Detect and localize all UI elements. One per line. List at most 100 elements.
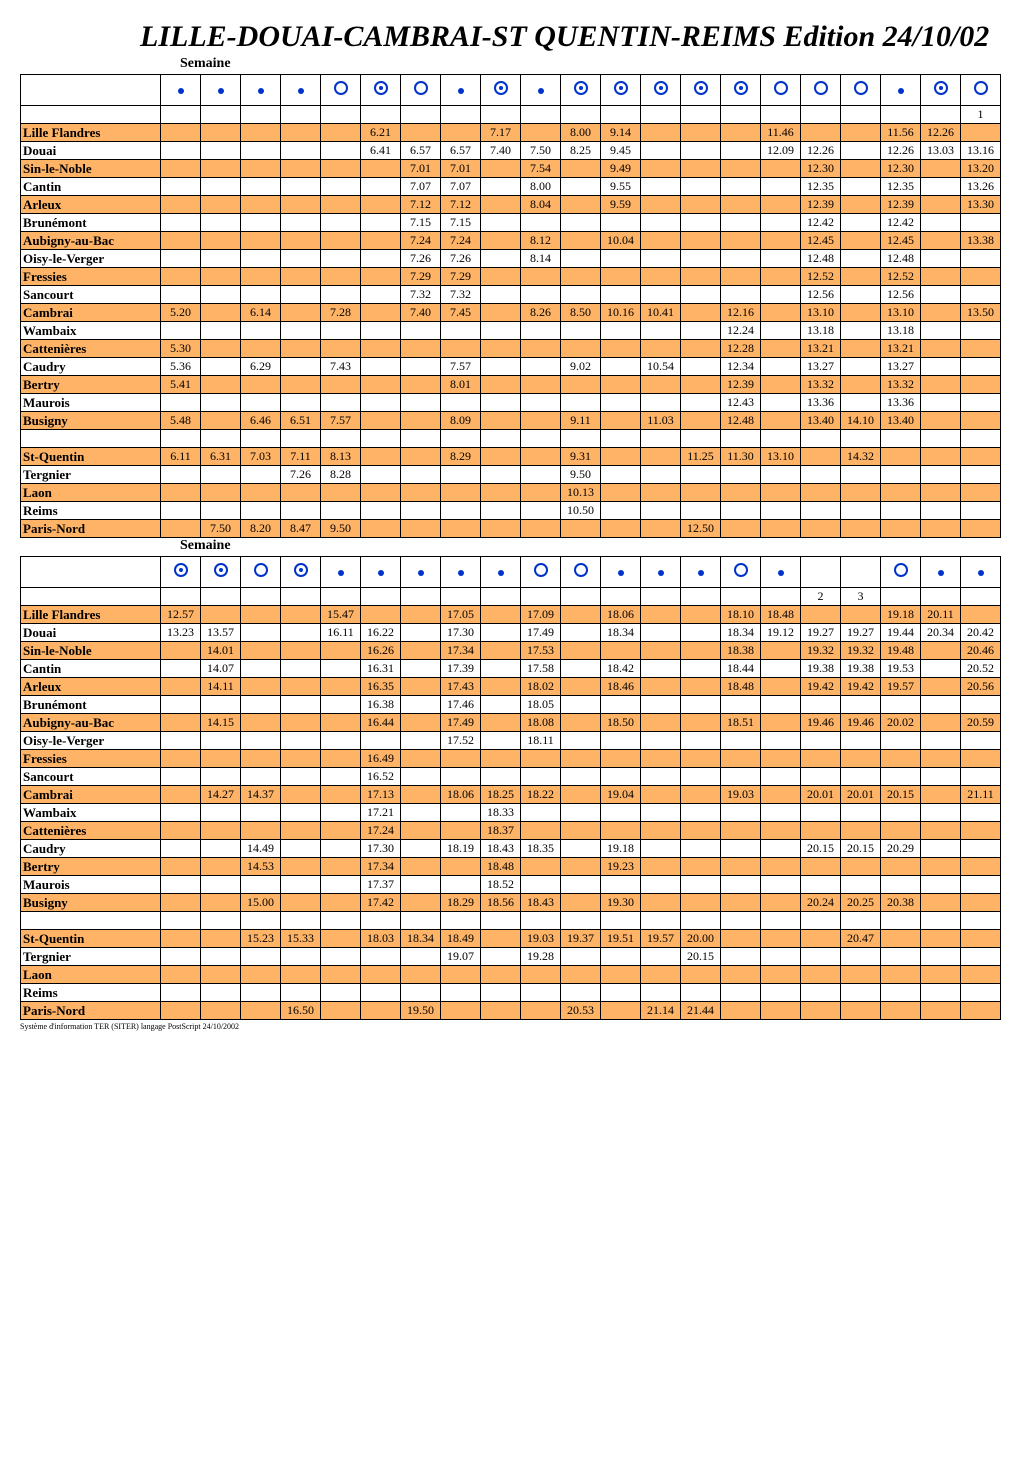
time-cell bbox=[521, 822, 561, 840]
station-name: Oisy-le-Verger bbox=[21, 732, 161, 750]
time-cell: 6.29 bbox=[241, 358, 281, 376]
time-cell bbox=[721, 768, 761, 786]
time-cell: 8.50 bbox=[561, 304, 601, 322]
time-cell: 13.10 bbox=[761, 448, 801, 466]
time-cell bbox=[881, 768, 921, 786]
time-cell bbox=[481, 750, 521, 768]
time-cell: 10.16 bbox=[601, 304, 641, 322]
time-cell bbox=[681, 660, 721, 678]
station-name: Sancourt bbox=[21, 768, 161, 786]
time-cell bbox=[641, 484, 681, 502]
time-cell bbox=[721, 484, 761, 502]
time-cell: 19.44 bbox=[881, 624, 921, 642]
time-cell bbox=[601, 520, 641, 538]
station-name: Brunémont bbox=[21, 696, 161, 714]
time-cell: 19.03 bbox=[721, 786, 761, 804]
time-cell bbox=[881, 984, 921, 1002]
time-cell bbox=[641, 178, 681, 196]
ring-dot-icon bbox=[574, 81, 588, 95]
time-cell bbox=[721, 1002, 761, 1020]
time-cell bbox=[161, 966, 201, 984]
time-cell bbox=[641, 606, 681, 624]
time-cell bbox=[801, 804, 841, 822]
time-cell: 19.32 bbox=[841, 642, 881, 660]
time-cell: 17.37 bbox=[361, 876, 401, 894]
time-cell: 10.04 bbox=[601, 232, 641, 250]
time-cell bbox=[561, 840, 601, 858]
time-cell bbox=[681, 894, 721, 912]
time-cell bbox=[841, 466, 881, 484]
time-cell bbox=[201, 750, 241, 768]
time-cell: 7.12 bbox=[441, 196, 481, 214]
time-cell bbox=[361, 448, 401, 466]
time-cell: 21.14 bbox=[641, 1002, 681, 1020]
time-cell bbox=[961, 340, 1001, 358]
time-cell: 20.00 bbox=[681, 930, 721, 948]
time-cell: 7.57 bbox=[441, 358, 481, 376]
time-cell bbox=[681, 840, 721, 858]
time-cell bbox=[441, 804, 481, 822]
time-cell bbox=[841, 430, 881, 448]
time-cell bbox=[801, 930, 841, 948]
time-cell bbox=[481, 232, 521, 250]
time-cell: 12.28 bbox=[721, 340, 761, 358]
time-cell bbox=[561, 714, 601, 732]
time-cell bbox=[561, 822, 601, 840]
time-cell bbox=[841, 876, 881, 894]
time-cell bbox=[681, 678, 721, 696]
time-cell: 7.15 bbox=[401, 214, 441, 232]
time-cell bbox=[401, 750, 441, 768]
time-cell: 20.53 bbox=[561, 1002, 601, 1020]
time-cell bbox=[321, 394, 361, 412]
time-cell: 18.51 bbox=[721, 714, 761, 732]
time-cell bbox=[561, 232, 601, 250]
time-cell: 18.50 bbox=[601, 714, 641, 732]
time-cell: 7.40 bbox=[481, 142, 521, 160]
time-cell bbox=[321, 858, 361, 876]
time-cell bbox=[801, 484, 841, 502]
time-cell: 18.35 bbox=[521, 840, 561, 858]
ring-icon bbox=[254, 563, 268, 577]
time-cell bbox=[721, 858, 761, 876]
time-cell bbox=[281, 394, 321, 412]
time-cell bbox=[361, 948, 401, 966]
time-cell bbox=[281, 250, 321, 268]
time-cell bbox=[761, 822, 801, 840]
time-cell bbox=[641, 124, 681, 142]
time-cell: 20.38 bbox=[881, 894, 921, 912]
time-cell bbox=[721, 214, 761, 232]
time-cell bbox=[601, 966, 641, 984]
time-cell: 21.44 bbox=[681, 1002, 721, 1020]
time-cell: 7.24 bbox=[441, 232, 481, 250]
time-cell bbox=[641, 984, 681, 1002]
time-cell bbox=[681, 430, 721, 448]
time-cell bbox=[961, 466, 1001, 484]
time-cell bbox=[641, 966, 681, 984]
time-cell bbox=[921, 696, 961, 714]
ring-icon bbox=[574, 563, 588, 577]
time-cell bbox=[721, 948, 761, 966]
time-cell: 7.01 bbox=[401, 160, 441, 178]
time-cell: 13.03 bbox=[921, 142, 961, 160]
time-cell: 7.11 bbox=[281, 448, 321, 466]
time-cell bbox=[961, 430, 1001, 448]
time-cell bbox=[321, 984, 361, 1002]
time-cell bbox=[161, 268, 201, 286]
time-cell: 13.40 bbox=[801, 412, 841, 430]
time-cell: 5.36 bbox=[161, 358, 201, 376]
time-cell bbox=[601, 268, 641, 286]
time-cell bbox=[921, 678, 961, 696]
time-cell bbox=[961, 858, 1001, 876]
time-cell bbox=[761, 804, 801, 822]
time-cell: 20.34 bbox=[921, 624, 961, 642]
time-cell: 17.13 bbox=[361, 786, 401, 804]
time-cell bbox=[481, 912, 521, 930]
time-cell bbox=[201, 412, 241, 430]
time-cell bbox=[761, 696, 801, 714]
time-cell bbox=[561, 394, 601, 412]
time-cell bbox=[921, 502, 961, 520]
time-cell bbox=[681, 642, 721, 660]
time-cell bbox=[641, 732, 681, 750]
time-cell bbox=[961, 930, 1001, 948]
time-cell bbox=[241, 768, 281, 786]
